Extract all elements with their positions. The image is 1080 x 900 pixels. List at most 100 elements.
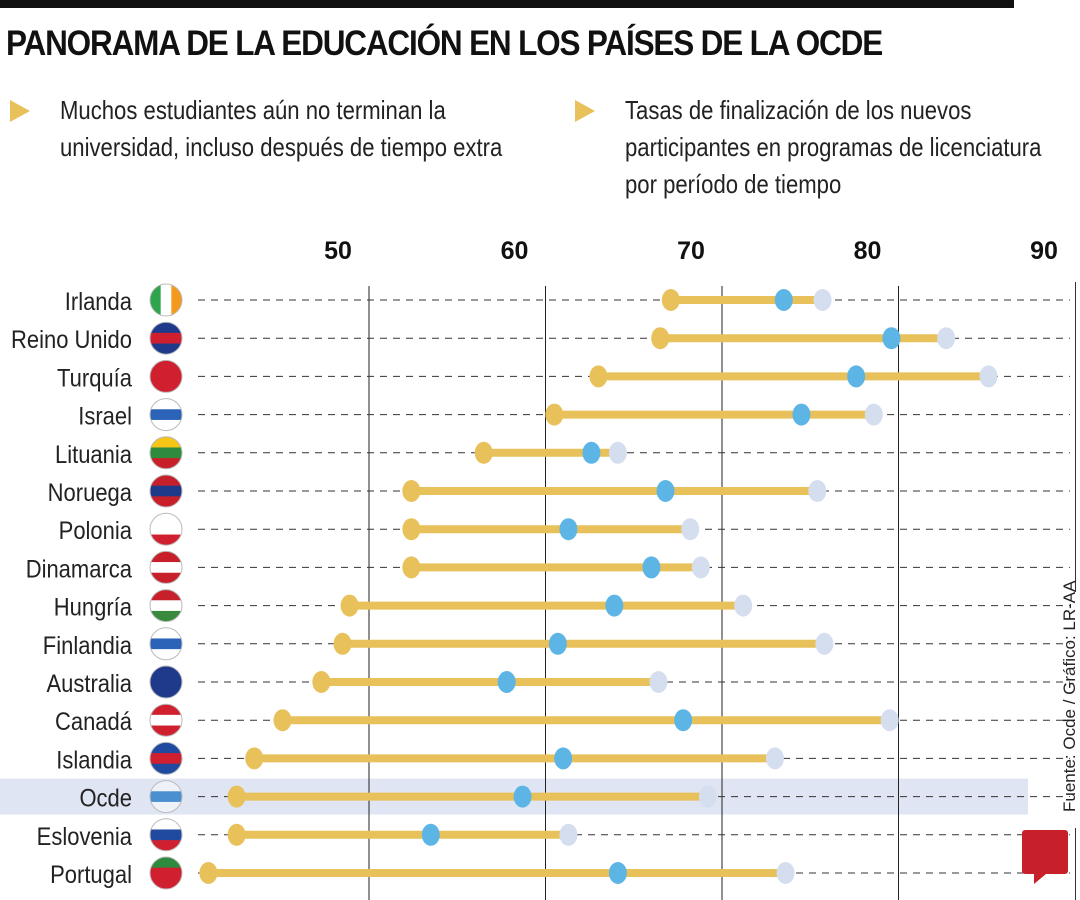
point-end: [808, 480, 827, 502]
slovenia-flag-icon: [149, 818, 183, 852]
subtitle-right-3: por período de tiempo: [625, 169, 842, 199]
flag-stripe: [150, 600, 182, 612]
point-end: [813, 289, 832, 311]
country-label: Reino Unido: [11, 326, 132, 354]
flag-stripe: [150, 332, 182, 345]
subtitle-right-2: participantes en programas de licenciatu…: [625, 132, 1042, 162]
flag-stripe: [150, 447, 182, 459]
flag-stripe: [150, 284, 162, 316]
point-end: [734, 594, 753, 617]
x-tick-label: 90: [1030, 237, 1058, 265]
flag-stripe: [150, 840, 182, 851]
point-end: [691, 556, 710, 579]
point-start: [402, 556, 421, 579]
country-label: Hungría: [54, 593, 133, 621]
point-middle: [674, 709, 693, 732]
flag-stripe: [150, 666, 182, 678]
point-start: [474, 441, 493, 464]
oecd-logo-icon: [149, 780, 183, 814]
country-label: Lituania: [55, 441, 133, 469]
denmark-flag-icon: [149, 550, 183, 584]
norway-flag-icon: [149, 474, 183, 508]
lr-logo: [1022, 830, 1068, 884]
point-end: [880, 709, 899, 732]
poland-flag-icon: [149, 512, 183, 546]
country-label: Israel: [78, 402, 132, 430]
point-end: [608, 441, 627, 464]
country-label: Australia: [46, 670, 132, 698]
canada-flag-icon: [149, 703, 183, 737]
flag-outline: [149, 283, 183, 317]
flag-stripe: [150, 742, 182, 754]
country-label: Dinamarca: [26, 555, 133, 583]
turkey-flag-icon: [149, 359, 183, 393]
flag-stripe: [150, 676, 182, 688]
flag-outline: [149, 780, 183, 814]
flag-stripe: [150, 610, 182, 622]
point-middle: [554, 747, 573, 770]
x-tick-label: 50: [324, 237, 352, 265]
lithuania-flag-icon: [149, 436, 183, 470]
point-middle: [605, 594, 624, 617]
flag-stripe: [150, 714, 182, 727]
country-label: Noruega: [48, 479, 133, 507]
hungary-flag-icon: [149, 589, 183, 623]
flag-stripe: [150, 562, 182, 574]
country-label: Finlandia: [43, 632, 133, 660]
top-rule: [0, 0, 1014, 8]
point-end: [681, 518, 700, 541]
point-start: [273, 709, 292, 732]
flag-outline: [149, 436, 183, 470]
point-start: [402, 480, 421, 502]
point-start: [402, 518, 421, 541]
flag-stripe: [150, 475, 182, 487]
flag-stripe: [150, 534, 182, 546]
flag-stripe: [150, 867, 182, 879]
country-label: Turquía: [57, 364, 133, 392]
country-label: Islandia: [56, 746, 133, 774]
x-tick-label: 80: [854, 237, 882, 265]
point-middle: [642, 556, 661, 579]
flag-stripe: [150, 627, 182, 639]
flag-stripe: [150, 398, 182, 410]
flag-stripe: [150, 343, 182, 355]
flag-outline: [149, 589, 183, 623]
subtitle-left-2: universidad, incluso después de tiempo e…: [60, 132, 503, 162]
point-end: [649, 671, 668, 693]
flag-stripe: [150, 818, 182, 830]
point-end: [765, 747, 784, 770]
flag-outline: [149, 398, 183, 432]
flag-outline: [149, 627, 183, 661]
country-label: Eslovenia: [37, 823, 133, 851]
flag-stripe: [150, 753, 182, 765]
point-middle: [548, 632, 567, 655]
point-middle: [656, 480, 675, 502]
flag-stripe: [150, 801, 182, 813]
flag-outline: [149, 321, 183, 355]
page-title: PANORAMA DE LA EDUCACIÓN EN LOS PAÍSES D…: [6, 24, 883, 63]
uk-flag-icon: [149, 321, 183, 355]
flag-stripe: [150, 725, 182, 737]
flag-stripe: [150, 381, 182, 393]
source-note: Fuente: Ocde / Gráfico: LR-AA: [1060, 580, 1079, 812]
subtitle-left-1: Muchos estudiantes aún no terminan la: [60, 95, 446, 125]
flag-stripe: [150, 780, 182, 792]
point-start: [661, 289, 680, 311]
right-rule: [1075, 828, 1076, 900]
country-label: Portugal: [50, 861, 132, 889]
point-middle: [559, 518, 578, 541]
australia-flag-icon: [149, 665, 183, 699]
x-tick-label: 60: [501, 237, 529, 265]
flag-stripe: [150, 513, 182, 525]
flag-stripe: [150, 572, 182, 584]
point-start: [333, 632, 352, 655]
x-tick-label: 70: [677, 237, 705, 265]
flag-stripe: [150, 322, 182, 334]
flag-outline: [149, 512, 183, 546]
point-end: [559, 823, 578, 846]
point-middle: [582, 441, 601, 464]
flag-stripe: [150, 589, 182, 601]
country-label: Irlanda: [65, 288, 133, 316]
bullet-triangle-icon: [575, 100, 595, 122]
